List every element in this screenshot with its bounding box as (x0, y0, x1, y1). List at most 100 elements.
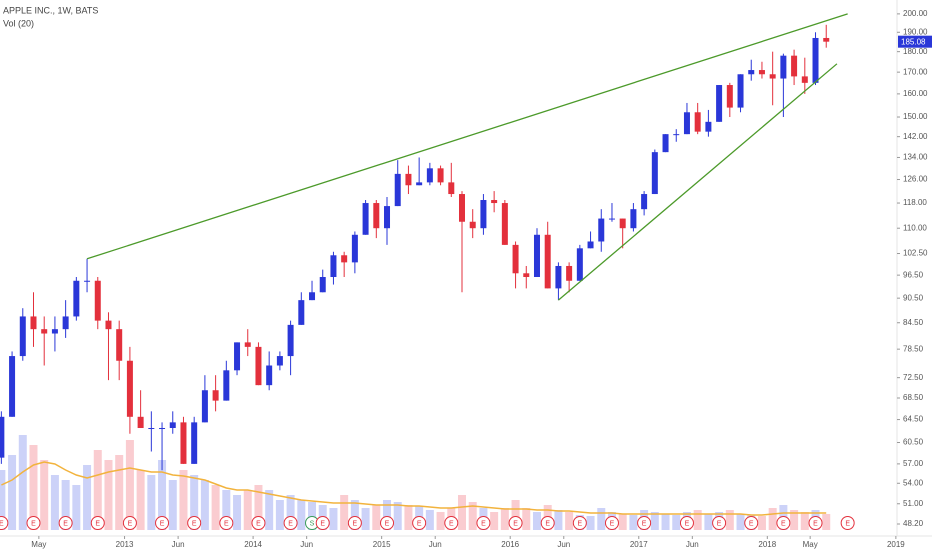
event-label: S (310, 520, 315, 527)
candle-body (619, 218, 626, 229)
candle-body (480, 200, 487, 229)
candle-body (566, 265, 573, 281)
event-label: E (256, 520, 261, 527)
y-tick-label: 68.50 (903, 393, 924, 402)
volume-bar (661, 514, 670, 530)
last-price-label: 185.08 (901, 37, 926, 46)
candle-body (244, 342, 251, 347)
candle-body (94, 280, 101, 321)
candle-body (373, 203, 380, 229)
candle-body (512, 244, 519, 274)
x-tick-label: 2013 (116, 540, 134, 549)
x-tick-label: 2018 (758, 540, 776, 549)
event-label: E (192, 520, 197, 527)
volume-bar (83, 465, 92, 530)
event-label: E (578, 520, 583, 527)
candle-body (587, 241, 594, 249)
candle-body (683, 112, 690, 135)
volume-bar (329, 508, 338, 530)
volume-bar (147, 475, 156, 530)
candle-body (737, 74, 744, 108)
y-tick-label: 60.50 (903, 438, 924, 447)
event-label: E (813, 520, 818, 527)
candle-body (212, 390, 219, 401)
volume-bar (211, 485, 220, 530)
candle-body (148, 428, 155, 430)
candle-body (180, 422, 187, 464)
candle-body (491, 200, 498, 204)
x-tick-label: May (803, 540, 818, 549)
x-tick-label: 2015 (373, 540, 391, 549)
y-tick-label: 118.00 (903, 198, 927, 207)
candle-body (287, 324, 294, 357)
x-tick-label: Jun (172, 540, 185, 549)
volume-bar (736, 514, 745, 530)
volume-bar (490, 512, 499, 530)
candle-body (459, 194, 465, 222)
event-label: E (320, 520, 325, 527)
volume-bar (629, 515, 638, 530)
volume-bar (265, 490, 274, 530)
candle-body (416, 182, 423, 186)
volume-bar (222, 490, 231, 530)
y-tick-label: 96.50 (903, 270, 924, 279)
candle-body (544, 234, 551, 289)
event-label: E (31, 520, 36, 527)
volume-bar (200, 480, 209, 530)
candle-body (576, 248, 583, 281)
candle-body (84, 280, 91, 282)
volume-label: Vol (20) (3, 18, 34, 28)
volume-bar (243, 490, 252, 530)
y-tick-label: 90.50 (903, 293, 924, 302)
candle-body (651, 152, 658, 195)
x-tick-label: Jun (557, 540, 570, 549)
event-marker (476, 516, 491, 530)
event-label: E (845, 520, 850, 527)
y-tick-label: 126.00 (903, 175, 928, 184)
volume-bar (500, 508, 509, 530)
volume-bar (125, 440, 134, 530)
volume-bar (790, 510, 799, 530)
event-label: E (513, 520, 518, 527)
event-marker (90, 516, 105, 530)
candle-body (394, 173, 401, 207)
volume-bar (768, 508, 777, 530)
y-tick-label: 134.00 (903, 153, 928, 162)
candle-body (73, 280, 80, 317)
volume-bar (190, 475, 199, 530)
volume-bar (275, 500, 284, 530)
event-marker (380, 516, 395, 530)
volume-bar (511, 500, 520, 530)
volume-bar (297, 500, 306, 530)
volume-bar (361, 508, 370, 530)
event-label: E (160, 520, 165, 527)
event-marker (219, 516, 234, 530)
event-marker (840, 516, 855, 530)
candle-body (748, 70, 755, 75)
axes: 48.20 51.00 54.00 57.00 60.50 64.50 68.50 72.50… (31, 9, 932, 549)
candle-body (791, 55, 798, 77)
event-marker (283, 516, 298, 530)
y-tick-label: 84.50 (903, 318, 924, 327)
event-marker (26, 516, 41, 530)
event-marker (572, 516, 587, 530)
volume-bar (286, 495, 295, 530)
event-marker (412, 516, 427, 530)
event-marker (58, 516, 73, 530)
volume-bar (404, 505, 413, 530)
candle-body (298, 300, 305, 325)
y-tick-label: 64.50 (903, 415, 924, 424)
candle-body (319, 277, 326, 293)
event-marker (122, 516, 137, 530)
candle-body (694, 112, 701, 132)
event-label: E (642, 520, 647, 527)
volume-bar (532, 512, 541, 530)
volume-bar (822, 514, 831, 530)
volume-bar (0, 470, 6, 530)
volume-bar (425, 510, 434, 530)
event-marker (604, 516, 619, 530)
volume-bar (458, 495, 466, 530)
volume-bar (597, 508, 606, 530)
